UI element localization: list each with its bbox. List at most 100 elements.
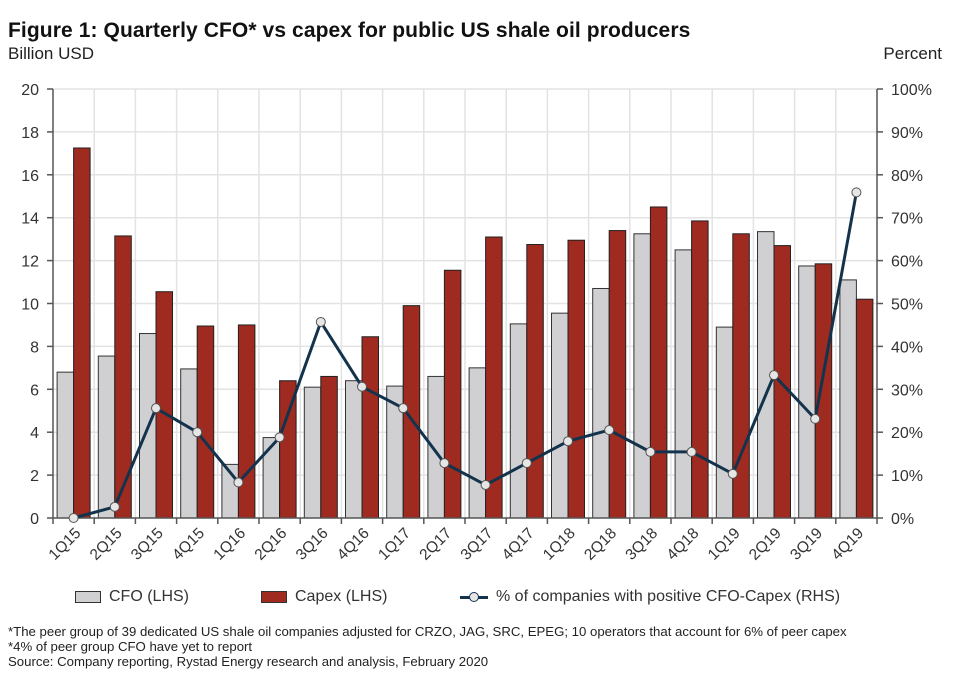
- legend: CFO (LHS) Capex (LHS) % of companies wit…: [0, 588, 966, 614]
- bar-cfo: [303, 386, 322, 519]
- percent-point: [810, 413, 821, 424]
- bar-capex: [608, 230, 627, 519]
- footnotes: *The peer group of 39 dedicated US shale…: [8, 624, 847, 669]
- footnote-peer-group: *The peer group of 39 dedicated US shale…: [8, 624, 847, 639]
- x-tick-label: 3Q18: [622, 525, 661, 564]
- legend-label-cfo: CFO (LHS): [109, 588, 189, 605]
- footnote-source: Source: Company reporting, Rystad Energy…: [8, 654, 489, 669]
- bar-capex: [237, 324, 256, 519]
- x-tick-label: 4Q16: [334, 525, 373, 564]
- percent-point: [315, 316, 326, 327]
- right-tick-label: 90%: [891, 125, 923, 142]
- left-tick-label: 12: [21, 254, 39, 271]
- legend-swatch-cfo: [75, 591, 101, 603]
- left-tick-label: 0: [30, 511, 39, 528]
- legend-line-marker-icon: [460, 591, 488, 603]
- x-tick-label: 2Q18: [581, 525, 620, 564]
- bar-cfo: [345, 380, 363, 519]
- bar-capex: [320, 375, 338, 519]
- bar-capex: [73, 147, 91, 519]
- x-tick-label: 3Q16: [293, 525, 332, 564]
- axes: [47, 88, 883, 524]
- x-tick-label: 1Q17: [375, 525, 414, 564]
- bar-capex: [196, 325, 215, 519]
- percent-point: [151, 403, 161, 414]
- bar-capex: [526, 244, 544, 519]
- x-tick-label: 2Q19: [746, 525, 785, 564]
- percent-point: [851, 187, 862, 198]
- bar-cfo: [509, 323, 528, 519]
- left-tick-label: 4: [30, 425, 39, 442]
- percent-point: [274, 432, 285, 443]
- bar-capex: [691, 220, 709, 519]
- bar-capex: [649, 206, 668, 519]
- x-tick-label: 1Q15: [46, 525, 85, 564]
- left-tick-label: 18: [21, 125, 39, 142]
- right-tick-label: 30%: [891, 382, 923, 399]
- percent-point: [645, 446, 656, 457]
- x-tick-label: 1Q16: [210, 525, 249, 564]
- bar-capex: [814, 263, 833, 519]
- x-tick-label: 4Q19: [828, 525, 867, 564]
- left-tick-label: 16: [21, 168, 39, 185]
- legend-swatch-capex: [261, 591, 287, 603]
- x-tick-label: 2Q17: [416, 525, 455, 564]
- bar-cfo: [839, 279, 857, 519]
- percent-line: [68, 187, 862, 523]
- bar-cfo: [715, 326, 734, 519]
- x-tick-label: 3Q15: [128, 525, 167, 564]
- percent-point: [480, 479, 491, 490]
- percent-point: [192, 427, 203, 438]
- bar-cfo: [592, 287, 610, 519]
- bar-cfo: [180, 368, 198, 519]
- footnote-cfo-report: *4% of peer group CFO have yet to report: [8, 639, 253, 654]
- right-tick-label: 80%: [891, 168, 923, 185]
- bar-capex: [443, 269, 462, 519]
- x-tick-label: 2Q15: [87, 525, 126, 564]
- right-tick-label: 70%: [891, 211, 923, 228]
- left-tick-label: 10: [21, 297, 39, 314]
- left-tick-label: 14: [21, 211, 39, 228]
- bar-cfo: [468, 367, 487, 519]
- legend-label-percent: % of companies with positive CFO-Capex (…: [496, 588, 841, 605]
- bar-cfo: [798, 265, 816, 519]
- x-tick-label: 3Q17: [458, 525, 497, 564]
- percent-point: [686, 446, 697, 457]
- bar-cfo: [674, 249, 693, 519]
- percent-point: [769, 370, 779, 381]
- percent-line-path: [73, 192, 858, 520]
- percent-point: [604, 425, 615, 436]
- percent-point: [521, 458, 532, 469]
- legend-item-cfo: CFO (LHS): [75, 588, 189, 606]
- legend-label-capex: Capex (LHS): [295, 588, 388, 605]
- percent-point: [68, 513, 79, 523]
- bar-capex: [855, 298, 874, 519]
- bar-cfo: [56, 371, 75, 519]
- chart-title: Figure 1: Quarterly CFO* vs capex for pu…: [8, 19, 691, 42]
- right-tick-label: 0%: [891, 511, 914, 528]
- right-tick-label: 20%: [891, 425, 923, 442]
- right-tick-label: 100%: [891, 82, 932, 99]
- chart-plot: 0 2 4 6 8 10 12 14 16 18 20 0% 10% 20% 30% 40% 50% 60% 70%…: [21, 82, 932, 564]
- left-tick-label: 6: [30, 382, 39, 399]
- right-tick-label: 50%: [891, 297, 923, 314]
- x-tick-label: 3Q19: [787, 525, 826, 564]
- left-tick-label: 2: [30, 468, 39, 485]
- bar-capex: [567, 239, 585, 519]
- percent-point: [398, 403, 409, 414]
- legend-item-capex: Capex (LHS): [261, 588, 387, 606]
- bar-capex: [361, 336, 379, 519]
- x-tick-label: 4Q18: [664, 525, 703, 564]
- percent-point: [109, 501, 120, 512]
- left-axis-label: Billion USD: [8, 44, 94, 63]
- bar-cfo: [262, 437, 281, 519]
- percent-point: [357, 381, 367, 392]
- x-tick-label: 2Q16: [252, 525, 291, 564]
- right-tick-label: 10%: [891, 468, 923, 485]
- left-tick-label: 8: [30, 339, 39, 356]
- legend-item-percent: % of companies with positive CFO-Capex (…: [460, 588, 840, 606]
- gridlines: [53, 88, 877, 518]
- left-tick-label: 20: [21, 82, 39, 99]
- right-tick-label: 60%: [891, 254, 923, 271]
- x-tick-label: 4Q17: [499, 525, 538, 564]
